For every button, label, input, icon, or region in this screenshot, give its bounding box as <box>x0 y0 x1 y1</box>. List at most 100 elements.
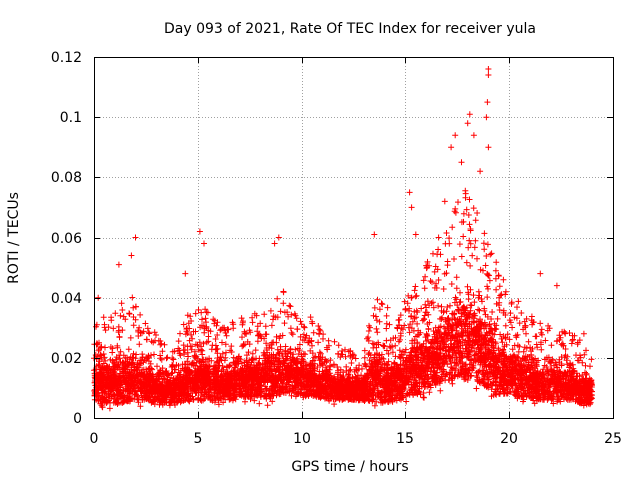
data-point <box>132 355 139 362</box>
data-point <box>412 377 419 384</box>
data-point <box>346 367 353 374</box>
data-point <box>177 330 183 337</box>
data-point <box>467 307 474 314</box>
data-point <box>475 306 482 313</box>
data-point <box>492 371 499 378</box>
data-point <box>443 230 450 236</box>
data-point <box>416 388 423 395</box>
data-point <box>353 374 360 381</box>
data-point <box>386 321 393 328</box>
data-point <box>207 386 214 393</box>
data-point <box>466 237 473 244</box>
data-point <box>146 330 153 337</box>
data-point <box>246 327 253 334</box>
data-point <box>115 327 122 334</box>
data-point <box>368 360 375 367</box>
data-point <box>410 327 417 334</box>
data-point <box>116 355 123 362</box>
data-point <box>239 334 245 341</box>
data-point <box>538 326 545 333</box>
data-point <box>421 316 428 323</box>
data-point <box>485 285 491 292</box>
data-point <box>188 331 195 338</box>
data-point <box>401 349 408 356</box>
data-point <box>157 338 164 344</box>
data-point <box>486 328 493 335</box>
data-point <box>448 364 455 371</box>
data-point <box>378 300 385 307</box>
data-point <box>198 309 205 316</box>
data-point <box>417 391 424 398</box>
data-point <box>481 246 488 253</box>
data-point <box>144 325 151 332</box>
data-point <box>335 351 342 357</box>
data-point <box>452 316 459 323</box>
data-point <box>182 331 189 338</box>
data-point <box>316 349 323 356</box>
data-point <box>487 366 494 373</box>
data-point <box>464 377 471 383</box>
data-point <box>452 294 459 301</box>
data-point <box>114 392 121 399</box>
data-point <box>514 304 520 311</box>
data-point <box>217 354 224 361</box>
data-point <box>169 363 176 370</box>
data-point <box>408 294 415 301</box>
data-point <box>480 240 487 247</box>
data-point <box>122 316 129 323</box>
data-point <box>203 339 210 346</box>
data-point <box>102 357 109 364</box>
data-point <box>331 401 338 408</box>
data-point <box>231 364 238 371</box>
data-point <box>300 323 307 330</box>
data-point <box>184 349 191 356</box>
data-point <box>454 302 461 309</box>
data-point <box>533 333 540 340</box>
data-point <box>583 347 589 354</box>
data-point <box>511 314 518 321</box>
data-point <box>574 341 581 348</box>
data-point <box>460 233 467 240</box>
data-point <box>579 372 586 378</box>
data-point <box>402 305 409 312</box>
data-point <box>269 398 276 405</box>
data-point <box>238 315 245 322</box>
data-point <box>405 292 412 299</box>
data-point <box>261 311 268 318</box>
data-point <box>576 337 583 344</box>
data-point <box>214 319 221 326</box>
data-point <box>383 312 390 319</box>
data-point <box>579 359 586 366</box>
data-point <box>180 321 187 328</box>
data-point <box>155 370 162 377</box>
data-point <box>143 336 150 343</box>
data-point <box>492 275 499 282</box>
data-point <box>443 270 450 277</box>
data-point <box>230 325 237 332</box>
data-point <box>278 380 285 387</box>
data-point <box>421 312 428 319</box>
data-point <box>232 396 239 403</box>
data-point <box>513 315 520 322</box>
data-point <box>352 355 359 362</box>
data-point <box>259 366 266 373</box>
data-point <box>212 346 219 353</box>
data-point <box>414 320 421 327</box>
data-point <box>472 237 479 244</box>
data-point <box>159 348 166 355</box>
data-point <box>588 356 595 363</box>
data-point <box>136 341 143 348</box>
data-point <box>467 262 474 269</box>
data-point <box>168 370 175 377</box>
data-point <box>478 296 485 302</box>
data-point <box>254 328 261 335</box>
data-point <box>265 354 272 361</box>
data-point <box>504 331 511 338</box>
data-point <box>554 337 561 344</box>
data-point <box>451 371 458 378</box>
data-point <box>472 217 479 224</box>
data-point <box>448 281 455 287</box>
data-point <box>361 360 368 367</box>
data-point <box>473 385 480 392</box>
data-point <box>422 273 429 280</box>
